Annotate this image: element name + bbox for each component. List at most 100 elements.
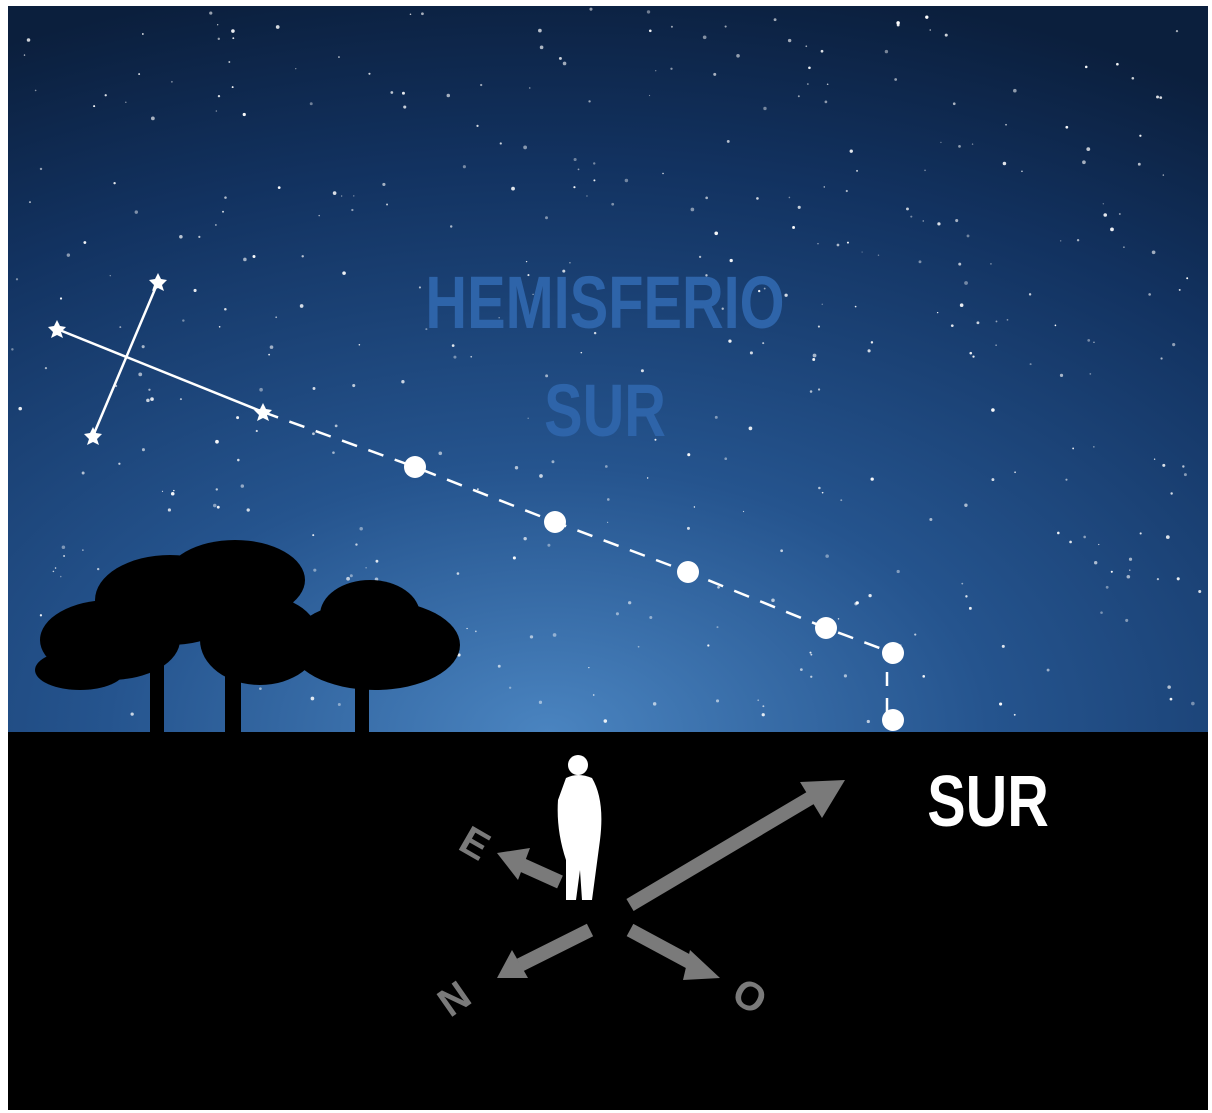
background-star (1094, 561, 1097, 564)
background-star (194, 289, 197, 292)
background-star (703, 35, 707, 39)
background-star (897, 24, 900, 27)
background-star (313, 569, 316, 572)
background-star (825, 554, 829, 558)
background-star (228, 61, 230, 63)
background-star (119, 326, 121, 328)
background-star (318, 215, 319, 216)
background-star (1170, 698, 1173, 701)
background-star (586, 195, 587, 196)
background-star (457, 572, 460, 575)
background-star (705, 197, 708, 200)
star (815, 617, 837, 639)
background-star (551, 460, 554, 463)
background-star (241, 484, 244, 487)
background-star (24, 54, 25, 55)
background-star (670, 68, 672, 70)
background-star (1170, 492, 1172, 494)
background-star (401, 380, 404, 383)
background-star (607, 522, 608, 523)
title-line-2: SUR (544, 370, 666, 453)
background-star (352, 384, 355, 387)
background-star (736, 54, 740, 58)
background-star (894, 78, 897, 81)
background-star (604, 719, 608, 723)
background-star (1057, 532, 1060, 535)
background-star (1021, 170, 1023, 172)
background-star (818, 487, 821, 490)
background-star (662, 173, 663, 174)
background-star (1013, 89, 1017, 93)
background-star (868, 594, 871, 597)
background-star (780, 549, 783, 552)
background-star (649, 95, 650, 96)
background-star (743, 511, 744, 512)
background-star (1125, 619, 1128, 622)
background-star (1098, 544, 1099, 545)
background-star (1172, 343, 1175, 346)
background-star (125, 101, 127, 103)
background-star (969, 607, 972, 610)
background-star (213, 504, 217, 508)
background-star (996, 321, 998, 323)
background-star (105, 94, 107, 96)
background-star (232, 86, 234, 88)
background-star (810, 676, 812, 678)
background-star (1177, 577, 1180, 580)
background-star (509, 687, 511, 689)
background-star (958, 145, 961, 148)
background-star (871, 477, 874, 480)
background-star (822, 304, 823, 305)
background-star (545, 216, 548, 219)
background-star (498, 665, 501, 668)
background-star (1072, 448, 1074, 450)
background-star (647, 477, 648, 478)
background-star (1156, 96, 1159, 99)
background-star (919, 260, 922, 263)
background-star (724, 457, 727, 460)
background-star (216, 110, 218, 112)
background-star (1100, 611, 1103, 614)
background-star (1065, 479, 1067, 481)
title-line-1: HEMISFERIO (425, 262, 784, 345)
background-star (171, 492, 175, 496)
background-star (110, 275, 111, 276)
background-star (588, 100, 590, 102)
background-star (1127, 575, 1131, 579)
background-star (1179, 289, 1181, 291)
background-star (222, 211, 224, 213)
background-star (972, 143, 973, 144)
background-star (351, 209, 353, 211)
background-star (687, 527, 690, 530)
background-star (300, 304, 304, 308)
background-star (578, 168, 580, 170)
background-star (1003, 162, 1007, 166)
background-star (311, 697, 315, 701)
background-star (1167, 685, 1171, 689)
background-star (224, 196, 226, 198)
background-star (1123, 246, 1124, 247)
background-star (929, 29, 931, 31)
background-star (82, 549, 84, 551)
background-star (301, 255, 303, 257)
background-star (1132, 77, 1135, 80)
background-star (216, 488, 218, 490)
background-star (453, 356, 456, 359)
background-star (559, 57, 562, 60)
background-star (807, 83, 809, 85)
background-star (628, 601, 631, 604)
background-star (168, 508, 171, 511)
background-star (477, 488, 479, 490)
background-star (1005, 124, 1007, 126)
background-star (60, 297, 62, 299)
background-star (553, 633, 557, 637)
background-star (1082, 160, 1086, 164)
page: HEMISFERIO SUR SUR (0, 0, 1212, 1113)
background-star (376, 560, 379, 563)
background-star (67, 253, 70, 256)
background-star (365, 567, 367, 569)
background-star (353, 195, 354, 196)
star (882, 709, 904, 731)
background-star (762, 705, 764, 707)
background-star (313, 387, 316, 390)
